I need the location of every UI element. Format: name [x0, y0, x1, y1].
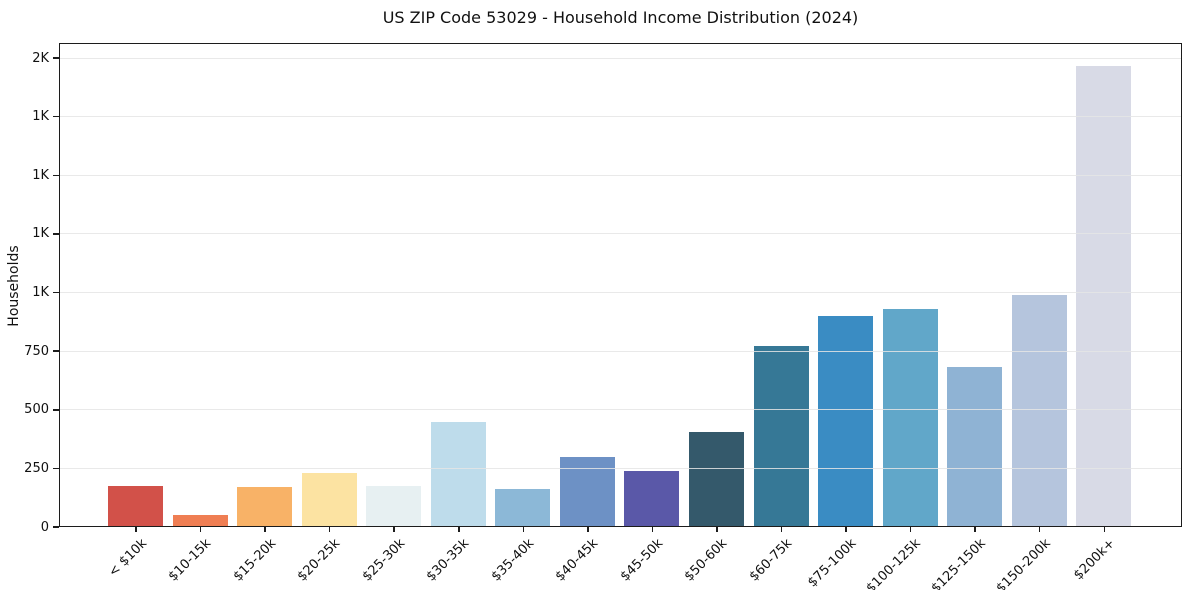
x-tick-label: $15-20k: [230, 536, 279, 585]
y-tick-mark: [53, 526, 59, 528]
bar: [688, 432, 744, 526]
x-tick-mark: [1038, 527, 1041, 532]
x-tick-mark: [458, 527, 460, 532]
bar: [753, 346, 809, 526]
bar: [947, 367, 1003, 526]
gridline: [60, 57, 1181, 59]
chart-title: US ZIP Code 53029 - Household Income Dis…: [382, 8, 859, 27]
y-tick-label: 1K: [32, 285, 49, 300]
y-tick-label: 2K: [32, 50, 49, 66]
x-tick-label: $25-30k: [359, 536, 408, 585]
gridline: [60, 467, 1181, 469]
y-tick-label: 0: [40, 519, 49, 535]
y-tick-label: 1K: [32, 109, 49, 125]
bar: [172, 514, 228, 526]
bar: [366, 486, 422, 526]
x-tick-label: $30-35k: [423, 536, 473, 585]
bar: [818, 315, 874, 526]
gridline: [60, 233, 1181, 235]
bar: [108, 485, 163, 526]
gridline: [60, 116, 1181, 118]
y-tick-mark: [53, 57, 59, 59]
x-tick-label: $200k+: [1070, 536, 1118, 584]
y-tick-label: 750: [24, 343, 49, 359]
x-tick-mark: [328, 527, 331, 532]
x-tick-mark: [393, 527, 395, 532]
x-tick-label: $60-75k: [746, 536, 796, 585]
x-tick-mark: [1103, 527, 1105, 532]
x-tick-label: $50-60k: [682, 536, 731, 585]
x-tick-label: < $10k: [105, 536, 150, 581]
gridline: [60, 174, 1181, 176]
gridline: [60, 292, 1181, 293]
y-tick-mark: [53, 409, 59, 411]
x-tick-label: $40-45k: [552, 536, 602, 585]
bar: [1076, 66, 1132, 526]
y-tick-mark: [53, 467, 59, 470]
x-tick-mark: [587, 527, 589, 532]
gridline: [60, 350, 1181, 352]
bar: [430, 421, 486, 526]
x-tick-mark: [780, 527, 783, 532]
x-tick-mark: [264, 527, 266, 532]
bar: [1011, 294, 1067, 526]
x-tick-label: $20-25k: [294, 536, 344, 585]
y-tick-label: 250: [24, 460, 49, 476]
x-tick-label: $125-150k: [928, 536, 989, 590]
x-tick-mark: [199, 527, 202, 532]
y-tick-label: 1K: [32, 167, 49, 183]
y-tick-mark: [53, 115, 59, 118]
y-tick-mark: [53, 233, 59, 235]
bar: [237, 486, 293, 526]
bar: [495, 488, 551, 526]
x-tick-label: $10-15k: [165, 536, 215, 585]
bar: [624, 470, 680, 526]
x-tick-mark: [845, 527, 847, 532]
x-tick-label: $100-125k: [864, 536, 925, 590]
y-tick-mark: [53, 291, 59, 294]
x-tick-mark: [716, 527, 718, 532]
x-tick-mark: [909, 527, 912, 532]
y-tick-label: 500: [24, 402, 49, 418]
plot-area: [59, 43, 1182, 527]
bar: [882, 308, 938, 526]
x-tick-label: $35-40k: [488, 536, 537, 585]
x-tick-label: $75-100k: [805, 536, 860, 590]
x-tick-mark: [974, 527, 976, 532]
y-tick-label: 1K: [32, 226, 49, 242]
x-tick-mark: [651, 527, 654, 532]
bar: [301, 473, 357, 526]
x-tick-mark: [522, 527, 525, 532]
x-tick-mark: [135, 527, 137, 532]
gridline: [60, 409, 1181, 411]
x-tick-label: $150-200k: [993, 536, 1054, 590]
y-tick-mark: [53, 350, 59, 352]
y-tick-mark: [53, 174, 59, 176]
x-tick-label: $45-50k: [617, 536, 667, 585]
